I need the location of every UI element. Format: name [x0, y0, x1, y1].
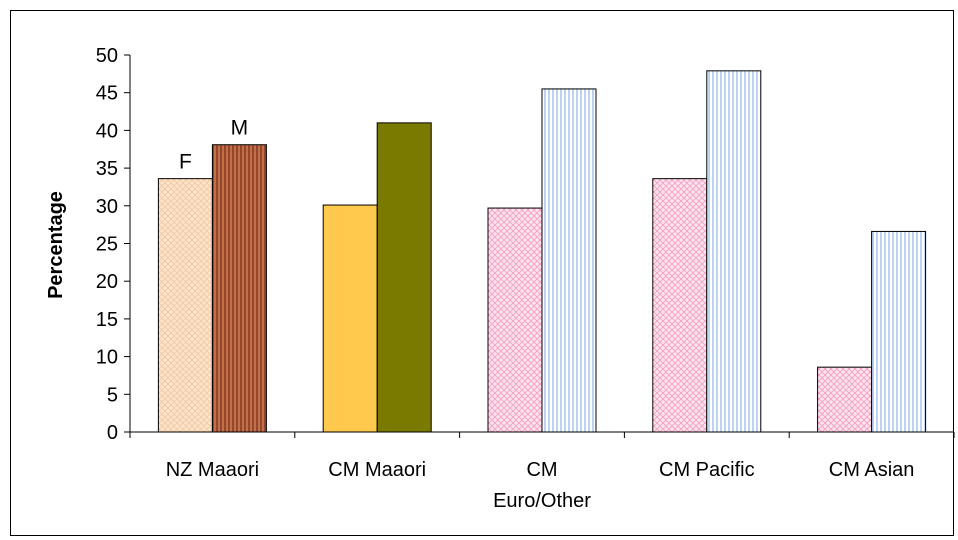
y-tick-label: 35: [96, 158, 118, 180]
y-tick-label: 0: [107, 422, 118, 444]
y-tick-label: 25: [96, 234, 118, 256]
bar-f-2: [487, 207, 543, 433]
bar-f-4: [817, 366, 873, 433]
bar-f-3: [652, 178, 708, 433]
x-category-label: CM Pacific: [659, 459, 755, 481]
bar-f-0: [157, 178, 213, 433]
x-category-label: CM Maaori: [328, 459, 426, 481]
bar-m-4: [871, 230, 927, 433]
chart-bars: [157, 70, 927, 433]
y-tick-label: 20: [96, 271, 118, 293]
y-tick-label: 10: [96, 347, 118, 369]
x-category-label: CM: [526, 459, 557, 481]
y-tick-label: 30: [96, 196, 118, 218]
chart-labels: 0 5 10 15 20 25 30 35 40 45 50 NZ Maaori CM Maaori CM…: [96, 45, 915, 512]
x-category-label: Euro/Other: [493, 490, 591, 512]
y-tick-label: 50: [96, 45, 118, 67]
bar-m-2: [541, 88, 597, 433]
y-tick-label: 45: [96, 83, 118, 105]
series-annotation-m: M: [231, 117, 249, 140]
x-category-label: NZ Maaori: [166, 459, 259, 481]
x-category-label: CM Asian: [829, 459, 915, 481]
series-annotation-f: F: [179, 151, 192, 174]
bar-m-1: [376, 122, 432, 433]
bar-m-0: [211, 144, 267, 433]
y-tick-label: 40: [96, 120, 118, 142]
y-axis-title: Percentage: [45, 191, 67, 299]
y-tick-label: 5: [107, 384, 118, 406]
y-tick-label: 15: [96, 309, 118, 331]
bar-f-1: [322, 204, 378, 433]
bar-m-3: [706, 70, 762, 433]
